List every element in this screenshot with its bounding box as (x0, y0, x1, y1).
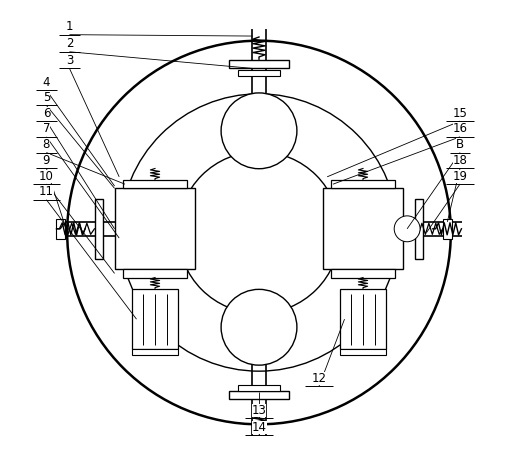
Text: 1: 1 (66, 20, 73, 33)
Bar (330, 180, 395, 188)
Circle shape (67, 40, 451, 425)
Bar (123, 180, 188, 188)
Text: 4: 4 (42, 76, 50, 89)
Text: 13: 13 (252, 404, 266, 417)
Bar (229, 60, 289, 68)
Bar (123, 269, 188, 278)
Text: B: B (456, 138, 464, 151)
Circle shape (394, 216, 420, 242)
Bar (132, 349, 178, 355)
Bar (340, 349, 386, 355)
Circle shape (221, 93, 297, 169)
Bar (238, 70, 280, 76)
Bar (95, 199, 103, 259)
Text: 12: 12 (312, 372, 326, 385)
Text: 19: 19 (453, 170, 468, 183)
Text: 10: 10 (39, 170, 54, 183)
Text: 11: 11 (39, 186, 54, 199)
Bar (238, 385, 280, 391)
Text: 9: 9 (42, 154, 50, 167)
Text: 18: 18 (453, 154, 468, 167)
Text: 7: 7 (42, 122, 50, 135)
Bar (330, 269, 395, 278)
Circle shape (178, 152, 340, 313)
Circle shape (120, 94, 398, 371)
Bar (340, 289, 386, 349)
Bar (415, 199, 423, 259)
Bar (229, 391, 289, 399)
Text: 5: 5 (42, 91, 50, 104)
Circle shape (117, 191, 193, 267)
Text: 8: 8 (42, 138, 50, 151)
Circle shape (221, 289, 297, 365)
Text: 16: 16 (453, 122, 468, 135)
Bar (323, 188, 404, 269)
Circle shape (325, 191, 401, 267)
Bar (132, 289, 178, 349)
Bar (443, 219, 452, 239)
Text: 15: 15 (453, 107, 468, 120)
Bar (55, 219, 65, 239)
Text: 6: 6 (42, 107, 50, 120)
Bar (114, 188, 195, 269)
Text: 3: 3 (66, 54, 73, 67)
Text: 14: 14 (252, 421, 266, 434)
Text: 2: 2 (66, 37, 73, 50)
